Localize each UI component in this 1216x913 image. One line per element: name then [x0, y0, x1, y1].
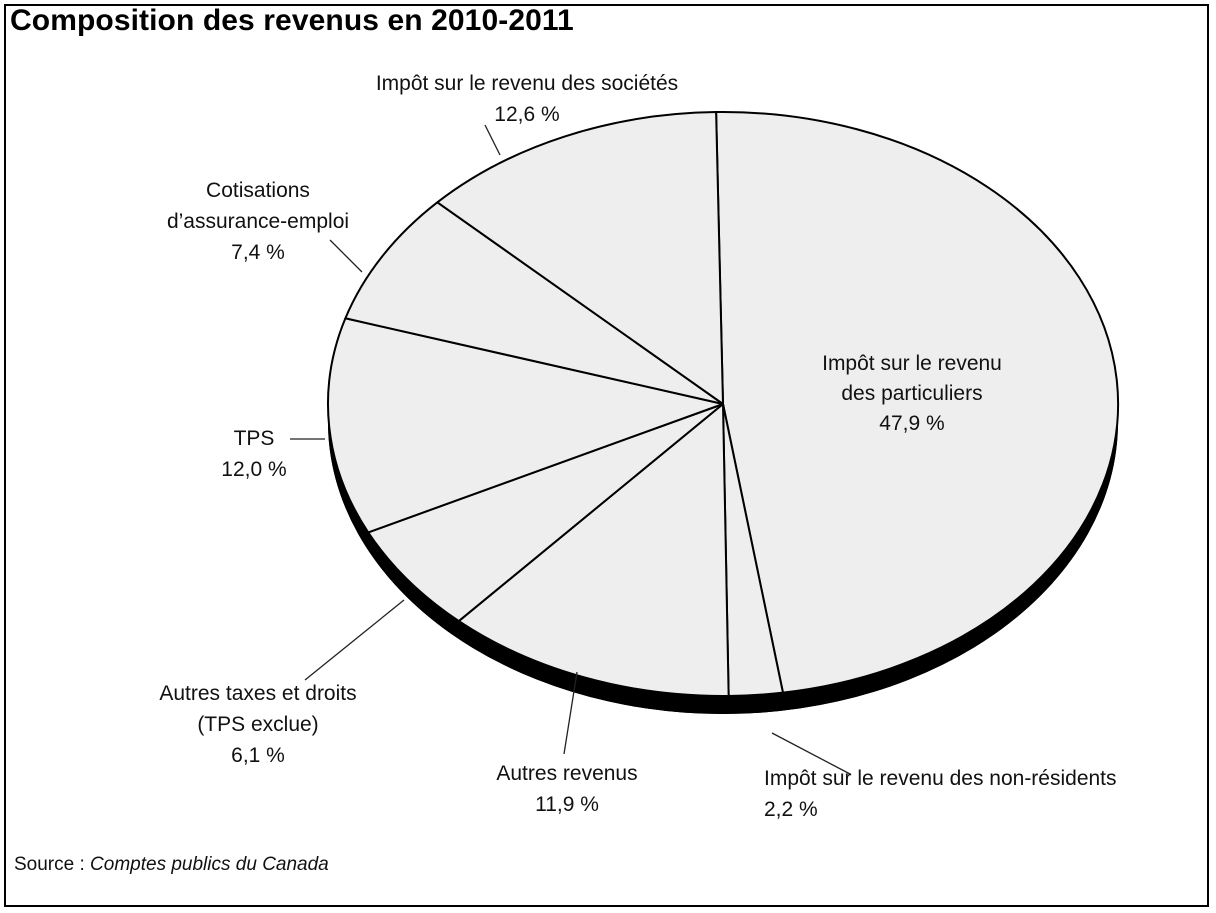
slice-label-tps: TPS 12,0 % [221, 427, 286, 481]
slice-label-line: d’assurance-emploi [167, 210, 349, 233]
slice-value-impot-sur-le-revenu-des-particuliers: 47,9 % [879, 412, 944, 435]
slice-label-impot-sur-le-revenu-des-societes: Impôt sur le revenu des sociétés 12,6 % [376, 72, 678, 126]
leader-line-autres-revenus [563, 671, 578, 755]
slice-value-tps: 12,0 % [221, 458, 286, 481]
slice-label-line: Impôt sur le revenu des sociétés [376, 72, 678, 95]
slice-value-autres-taxes-et-droits-tps-exclue: 6,1 % [231, 744, 285, 767]
slice-label-line: TPS [234, 427, 275, 450]
source-label: Source : [14, 854, 91, 875]
slice-label-line: Cotisations [206, 179, 310, 202]
pie-slice-impot-sur-le-revenu-des-societes [436, 111, 724, 405]
pie-slice-autres-taxes-et-droits-tps-exclue [367, 403, 724, 623]
slice-label-line: des particuliers [841, 382, 982, 405]
slice-label-autres-revenus: Autres revenus 11,9 % [496, 762, 637, 816]
slice-label-line: (TPS exclue) [197, 713, 318, 736]
slice-label-impot-sur-le-revenu-des-particuliers: Impôt sur le revenu des particuliers 47,9 … [822, 352, 1002, 435]
slice-label-line: Impôt sur le revenu des non-résidents [764, 767, 1117, 790]
slice-value-impot-sur-le-revenu-des-societes: 12,6 % [494, 103, 559, 126]
leader-line-autres-taxes-et-droits-tps-exclue [304, 599, 405, 681]
slice-label-autres-taxes-et-droits-tps-exclue: Autres taxes et droits (TPS exclue) 6,1 % [159, 682, 356, 767]
pie-slice-cotisations-d-assurance-emploi [344, 201, 724, 405]
leader-line-impot-sur-le-revenu-des-societes [484, 124, 501, 156]
leader-line-cotisations-d-assurance-emploi [329, 239, 363, 273]
leader-line-impot-sur-le-revenu-des-non-residents [771, 732, 851, 775]
slice-label-cotisations-d-assurance-emploi: Cotisations d’assurance-emploi 7,4 % [167, 179, 349, 264]
slice-label-line: Impôt sur le revenu [822, 352, 1002, 375]
slice-label-impot-sur-le-revenu-des-non-residents: Impôt sur le revenu des non-résidents 2,2… [764, 767, 1117, 821]
pie-slice-autres-revenus [457, 403, 730, 697]
pie-slice-impot-sur-le-revenu-des-particuliers [715, 111, 1120, 694]
slice-value-cotisations-d-assurance-emploi: 7,4 % [231, 241, 285, 264]
slice-value-autres-revenus: 11,9 % [535, 793, 599, 816]
slice-label-line: Autres revenus [496, 762, 637, 785]
slice-label-line: Autres taxes et droits [159, 682, 356, 705]
source-note: Source : Comptes publics du Canada [14, 854, 329, 876]
source-name: Comptes publics du Canada [90, 854, 329, 875]
slice-value-impot-sur-le-revenu-des-non-residents: 2,2 % [764, 798, 818, 821]
chart-title: Composition des revenus en 2010-2011 [10, 4, 574, 37]
pie-slice-tps [327, 317, 724, 534]
